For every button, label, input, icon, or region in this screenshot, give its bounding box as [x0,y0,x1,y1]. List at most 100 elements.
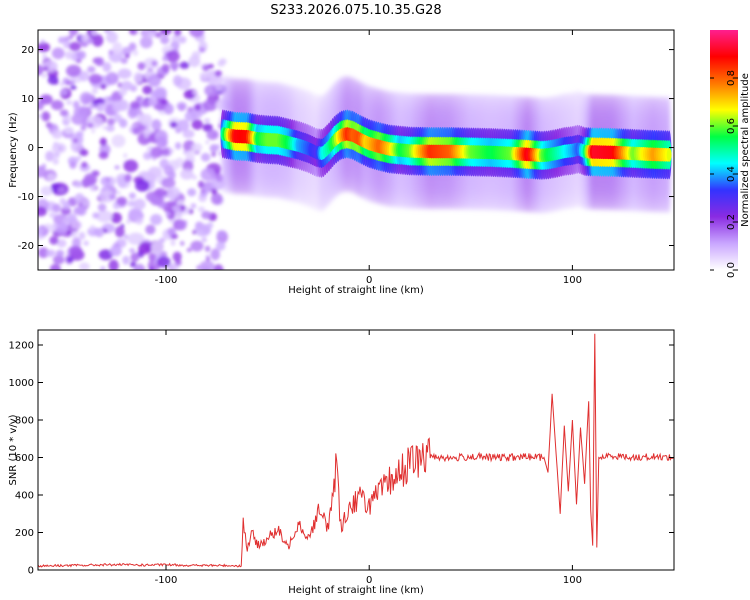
noise-blob [69,161,77,169]
noise-blob [100,83,107,90]
noise-blob [139,36,153,49]
noise-blob [63,39,71,49]
noise-blob [99,137,107,146]
noise-blob [147,166,163,178]
noise-blob [121,46,132,56]
noise-blob [108,49,114,55]
noise-blob [156,256,171,268]
noise-blob [68,30,79,36]
noise-blob [52,158,59,165]
noise-blob [127,200,136,207]
noise-blob [59,198,66,205]
spectrogram-y-tick-label: -20 [18,241,34,252]
noise-blob [45,150,55,162]
noise-blob [106,117,115,126]
noise-blob [213,264,224,270]
noise-blob [170,239,176,246]
snr-panel: -100 0 100 0 200 400 600 800 1000 1200 Height of… [8,329,675,596]
noise-blob [41,111,51,122]
noise-blob [200,168,216,181]
noise-blob [81,161,88,168]
noise-blob [135,96,141,102]
noise-blob [182,129,195,139]
noise-blob [91,30,98,37]
noise-blob [80,124,87,131]
noise-blob [92,228,102,236]
noise-blob [51,47,65,60]
spectrogram-y-tick-label: 10 [21,94,34,105]
noise-blob [177,103,186,112]
noise-blob [151,119,162,131]
noise-blob [165,50,180,63]
noise-blob [135,179,150,192]
noise-blob [70,85,77,90]
noise-blob [180,168,194,180]
noise-blob [71,237,82,249]
noise-blob [95,97,105,105]
spectrogram-x-axis: -100 0 100 [155,30,582,286]
noise-blob [112,42,123,55]
noise-blob [70,220,82,230]
noise-blob [163,103,174,115]
noise-blob [137,62,146,71]
noise-blob [73,138,78,144]
colorbar-tick-label: 0.4 [726,166,737,182]
noise-blob [174,142,182,150]
noise-blob [66,256,74,263]
noise-blob [151,60,158,67]
noise-blob [190,240,204,252]
noise-blob [186,247,192,253]
noise-blob [66,230,73,235]
noise-blob [87,122,94,129]
noise-blob [159,237,166,243]
noise-blob [38,234,42,239]
noise-blob [73,106,90,119]
noise-blob [203,99,218,112]
noise-blob [68,34,74,40]
noise-blob [109,245,122,257]
noise-blob [96,210,113,223]
noise-blob [89,183,97,192]
noise-blob [210,192,223,205]
noise-blob [98,151,109,160]
noise-blob [133,72,144,84]
noise-blob [57,187,66,193]
noise-blob [177,119,190,132]
snr-y-tick-label: 400 [15,491,34,502]
noise-blob [47,75,59,85]
colorbar-axis: 0.0 0.2 0.4 0.6 0.8 [710,70,738,278]
noise-blob [89,225,96,231]
noise-blob [166,191,175,199]
noise-blob [120,57,128,64]
noise-blob [91,128,96,134]
noise-blob [187,188,197,197]
noise-blob [124,53,130,59]
noise-blob [207,63,214,69]
noise-blob [122,255,130,265]
noise-blob [134,30,138,33]
noise-blob [199,71,210,80]
noise-blob [189,30,205,38]
noise-blob [83,240,89,246]
noise-blob [110,212,122,224]
noise-blob [78,231,86,240]
noise-blob [129,101,141,110]
noise-blob [78,262,90,270]
noise-blob [179,61,190,69]
colorbar-tick-label: 0.6 [726,118,737,134]
noise-blob [133,263,146,270]
noise-blob [172,75,183,87]
noise-blob [65,64,82,77]
noise-blob [173,41,178,47]
noise-blob [92,212,100,219]
noise-blob [123,159,139,173]
noise-blob [188,55,201,68]
noise-blob [53,151,60,159]
noise-blob [87,65,96,73]
noise-blob [95,57,105,67]
noise-blob [206,129,219,141]
noise-blob [124,173,132,183]
noise-blob [42,53,47,59]
spectral-ridge [220,75,672,215]
noise-blob [150,240,164,254]
